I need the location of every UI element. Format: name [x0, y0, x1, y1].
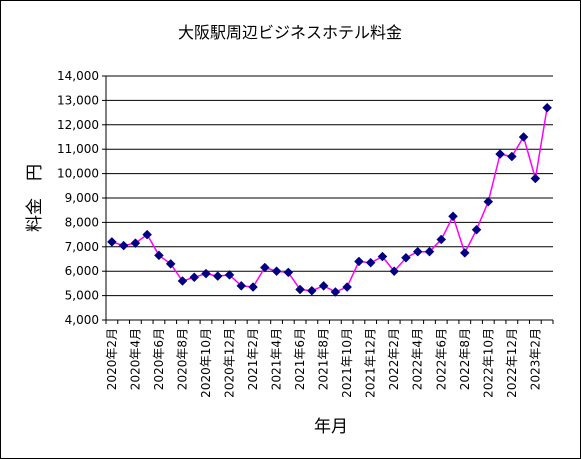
data-point: [354, 256, 364, 267]
x-tick-label: 2020年2月: [105, 328, 119, 390]
data-point: [542, 102, 552, 113]
data-point: [483, 196, 494, 207]
x-tick-label: 2020年12月: [223, 328, 237, 398]
data-point: [259, 262, 270, 273]
x-tick-label: 2020年4月: [128, 328, 142, 390]
data-point: [283, 267, 294, 278]
data-point: [459, 248, 470, 258]
data-point: [518, 132, 529, 142]
data-point: [401, 252, 411, 263]
y-tick-label: 9,000: [65, 191, 99, 205]
y-tick-label: 6,000: [65, 264, 99, 278]
y-tick-label: 11,000: [57, 142, 99, 156]
x-tick-label: 2022年2月: [387, 328, 401, 390]
data-point: [448, 211, 458, 222]
x-tick-label: 2022年12月: [505, 328, 519, 398]
x-tick-label: 2023年2月: [528, 328, 542, 390]
x-tick-label: 2021年4月: [270, 328, 284, 390]
data-point: [365, 257, 376, 268]
x-tick-label: 2022年4月: [411, 328, 425, 390]
data-point: [201, 268, 211, 279]
axes: [105, 76, 553, 321]
x-tick-label: 2022年6月: [434, 328, 448, 390]
x-tick-label: 2022年10月: [481, 328, 495, 398]
data-point: [436, 234, 447, 245]
x-tick-label: 2020年6月: [152, 328, 166, 390]
y-tick-label: 12,000: [57, 118, 99, 132]
x-tick-label: 2022年8月: [458, 328, 472, 390]
series-line: [111, 107, 548, 293]
data-point: [189, 272, 200, 283]
y-tick-label: 4,000: [65, 313, 99, 327]
y-tick-label: 14,000: [57, 69, 99, 83]
data-point: [248, 282, 258, 292]
x-tick-label: 2021年8月: [317, 328, 331, 390]
data-point: [224, 270, 235, 280]
grid-lines: [106, 75, 553, 297]
y-axis-label: 料金 円: [25, 164, 45, 232]
data-point: [342, 282, 352, 292]
data-point: [130, 238, 141, 248]
data-point: [471, 224, 482, 235]
data-point: [424, 246, 435, 257]
data-point: [307, 285, 317, 296]
data-point: [330, 287, 341, 297]
data-point: [142, 229, 153, 240]
data-point: [212, 271, 223, 281]
chart-title: 大阪駅周辺ビジネスホテル料金: [178, 23, 402, 42]
data-point: [295, 284, 305, 295]
y-axis-ticks: 4,000 5,000 6,000 7,000 8,000 9,000 10,000 11,0…: [57, 69, 106, 327]
data-point: [118, 240, 129, 251]
y-tick-label: 10,000: [57, 167, 99, 181]
data-point: [377, 251, 388, 262]
data-point: [177, 276, 188, 286]
series-group: [107, 102, 552, 297]
x-axis-label: 年月: [314, 417, 348, 437]
y-tick-label: 8,000: [65, 215, 99, 229]
data-point: [412, 246, 423, 257]
x-axis-ticks: 2020年2月 2020年4月 2020年6月 2020年8月 2020年10月 2020…: [105, 320, 554, 398]
x-tick-label: 2021年6月: [293, 328, 307, 390]
data-point: [154, 250, 164, 261]
x-tick-label: 2020年10月: [199, 328, 213, 398]
data-point: [389, 266, 400, 277]
x-tick-label: 2021年10月: [340, 328, 354, 398]
data-point: [506, 151, 517, 162]
y-tick-label: 7,000: [65, 240, 99, 254]
x-tick-label: 2020年8月: [175, 328, 189, 390]
data-point: [165, 259, 176, 269]
data-point: [530, 173, 541, 184]
y-tick-label: 5,000: [65, 289, 99, 303]
data-point: [318, 280, 329, 291]
data-point: [495, 149, 505, 159]
y-tick-label: 13,000: [57, 93, 99, 107]
data-point: [271, 266, 282, 277]
x-tick-label: 2021年12月: [364, 328, 378, 398]
data-point: [107, 237, 117, 247]
x-tick-label: 2021年2月: [246, 328, 260, 390]
data-point: [236, 280, 247, 291]
